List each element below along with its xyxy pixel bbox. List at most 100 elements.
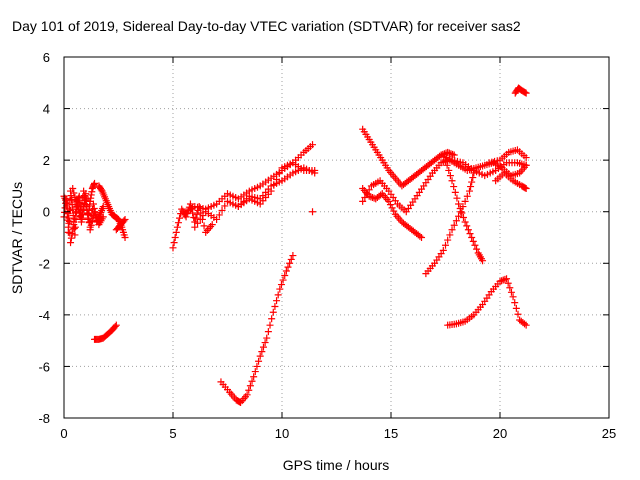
- data-point: [112, 321, 120, 329]
- data-point: [470, 169, 478, 177]
- data-point-trail: [386, 201, 394, 209]
- series-sat-c: [64, 185, 107, 236]
- data-point-trail: [261, 339, 269, 347]
- data-point: [73, 203, 81, 211]
- data-point: [70, 221, 78, 229]
- data-point-trail: [259, 343, 267, 351]
- data-point: [439, 246, 447, 254]
- data-point-trail: [176, 214, 184, 222]
- data-point-trail: [512, 304, 520, 312]
- data-point: [444, 148, 452, 156]
- data-point-trail: [266, 321, 274, 329]
- x-tick-label: 0: [60, 426, 67, 441]
- data-point-trail: [275, 170, 283, 178]
- data-point-trail: [67, 234, 75, 242]
- data-point-trail: [416, 232, 424, 240]
- data-point-trail: [287, 255, 295, 263]
- x-tick-label: 10: [275, 426, 289, 441]
- x-tick-label: 15: [384, 426, 398, 441]
- data-point-trail: [473, 245, 481, 253]
- data-point: [522, 89, 530, 97]
- data-point-trail: [499, 276, 507, 284]
- data-point-trail: [279, 276, 287, 284]
- data-point: [173, 223, 181, 231]
- data-point-trail: [447, 150, 455, 158]
- data-point-trail: [170, 239, 178, 247]
- series-sat-s: [442, 156, 487, 265]
- data-point: [522, 154, 530, 162]
- data-point-trail: [194, 219, 202, 227]
- data-point: [448, 177, 456, 185]
- data-point: [80, 187, 88, 195]
- data-point-trail: [506, 284, 514, 292]
- series-sat-t: [422, 169, 478, 278]
- series-sat-p: [437, 151, 530, 180]
- series-sat-e: [112, 215, 129, 234]
- data-point-trail: [253, 362, 261, 370]
- data-point-trail: [521, 320, 529, 328]
- data-point: [89, 200, 97, 208]
- data-point-trail: [446, 231, 454, 239]
- data-point: [121, 215, 129, 223]
- data-point-trail: [469, 174, 477, 182]
- x-tick-label: 5: [169, 426, 176, 441]
- data-point: [282, 267, 290, 275]
- data-point-trail: [192, 214, 200, 222]
- data-point-trail: [444, 236, 452, 244]
- data-point-trail: [264, 328, 272, 336]
- data-point-trail: [193, 210, 201, 218]
- data-point-trail: [196, 215, 204, 223]
- data-point-trail: [459, 214, 467, 222]
- data-point: [455, 200, 463, 208]
- data-point-trail: [361, 194, 369, 202]
- series-sat-m: [359, 125, 458, 190]
- data-point-trail: [461, 197, 469, 205]
- data-point-trail: [468, 178, 476, 186]
- data-point-trail: [459, 203, 467, 211]
- data-point-trail: [521, 184, 529, 192]
- x-tick-label: 20: [493, 426, 507, 441]
- data-point-trail: [466, 230, 474, 238]
- data-point-trail: [120, 217, 128, 225]
- data-point-trail: [83, 203, 91, 211]
- data-point: [250, 373, 258, 381]
- data-point: [69, 185, 77, 193]
- data-point-trail: [215, 211, 223, 219]
- y-tick-label: 2: [43, 153, 50, 168]
- data-point-trail: [521, 88, 529, 96]
- plot-frame: [63, 56, 610, 419]
- data-point-trail: [284, 263, 292, 271]
- data-point-trail: [111, 322, 119, 330]
- data-point-trail: [174, 219, 182, 227]
- data-point-trail: [245, 386, 253, 394]
- data-point-trail: [70, 189, 78, 197]
- series-sat-l: [309, 208, 317, 216]
- data-point-trail: [443, 161, 451, 169]
- data-point: [208, 221, 216, 229]
- data-point: [263, 334, 271, 342]
- series-sat-h: [182, 141, 317, 216]
- y-tick-label: 6: [43, 50, 50, 65]
- data-point-trail: [251, 368, 259, 376]
- data-point: [311, 166, 319, 174]
- data-point-trail: [87, 221, 95, 229]
- data-point: [461, 218, 469, 226]
- x-axis-label: GPS time / hours: [283, 457, 390, 473]
- data-point-trail: [286, 259, 294, 267]
- y-tick-label: 4: [43, 102, 50, 117]
- data-point-trail: [370, 194, 378, 202]
- data-point-trail: [471, 241, 479, 249]
- data-point-trail: [501, 275, 509, 283]
- data-point-trail: [450, 183, 458, 191]
- data-point: [418, 234, 426, 241]
- data-point-trail: [281, 272, 289, 280]
- series-sat-k: [217, 252, 297, 407]
- data-point-trail: [75, 209, 83, 217]
- data-point-trail: [273, 175, 281, 183]
- data-point-trail: [463, 222, 471, 230]
- data-point-trail: [72, 198, 80, 206]
- data-point-trail: [200, 222, 208, 230]
- series-sat-j: [234, 159, 319, 211]
- data-point: [503, 275, 511, 283]
